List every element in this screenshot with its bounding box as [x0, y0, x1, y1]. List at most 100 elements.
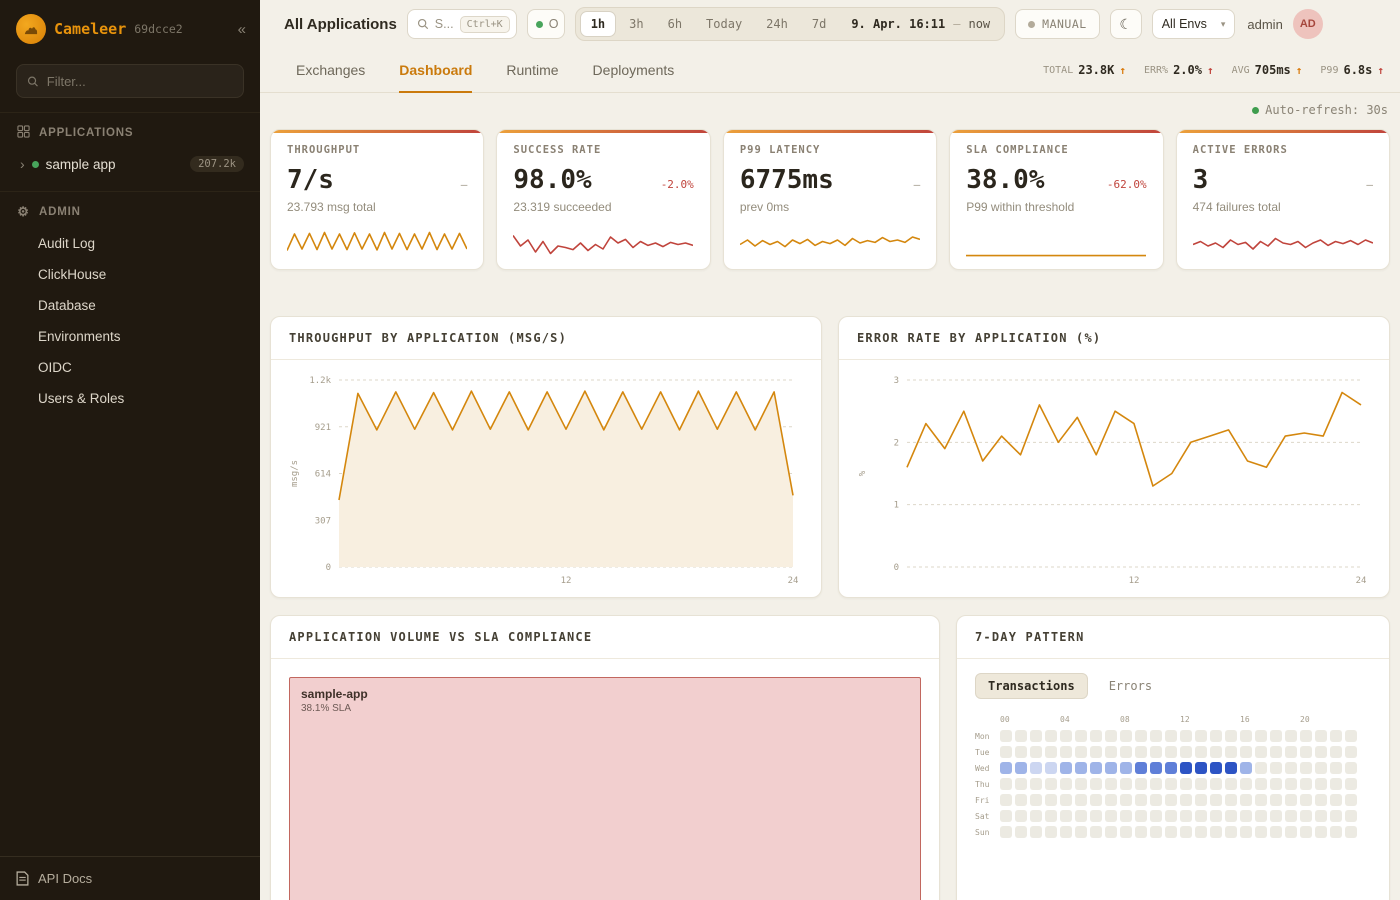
heatmap-cell[interactable]	[1270, 826, 1282, 838]
environment-select[interactable]: All Envs ▾	[1151, 9, 1236, 39]
heatmap-cell[interactable]	[1000, 810, 1012, 822]
heatmap-cell[interactable]	[1150, 730, 1162, 742]
heatmap-cell[interactable]	[1015, 730, 1027, 742]
heatmap-cell[interactable]	[1240, 778, 1252, 790]
heatmap-cell[interactable]	[1135, 826, 1147, 838]
heatmap-cell[interactable]	[1345, 778, 1357, 790]
heatmap-cell[interactable]	[1120, 730, 1132, 742]
heatmap-cell[interactable]	[1120, 810, 1132, 822]
heatmap-cell[interactable]	[1075, 794, 1087, 806]
heatmap-cell[interactable]	[1315, 794, 1327, 806]
avatar[interactable]: AD	[1292, 9, 1323, 39]
heatmap-cell[interactable]	[1315, 730, 1327, 742]
heatmap-cell[interactable]	[1165, 810, 1177, 822]
heatmap-cell[interactable]	[1345, 746, 1357, 758]
heatmap-cell[interactable]	[1045, 762, 1057, 774]
heatmap-cell[interactable]	[1255, 826, 1267, 838]
tab-exchanges[interactable]: Exchanges	[296, 61, 366, 78]
heatmap-cell[interactable]	[1135, 762, 1147, 774]
heatmap-cell[interactable]	[1090, 730, 1102, 742]
sidebar-item-audit-log[interactable]: Audit Log	[38, 236, 96, 251]
heatmap-cell[interactable]	[1000, 730, 1012, 742]
heatmap-cell[interactable]	[1030, 778, 1042, 790]
heatmap-cell[interactable]	[1195, 762, 1207, 774]
heatmap-cell[interactable]	[1060, 778, 1072, 790]
treemap-cell-sample-app[interactable]: sample-app 38.1% SLA	[289, 677, 921, 900]
heatmap-cell[interactable]	[1060, 746, 1072, 758]
heatmap-cell[interactable]	[1105, 794, 1117, 806]
heatmap-cell[interactable]	[1060, 762, 1072, 774]
heatmap-cell[interactable]	[1300, 778, 1312, 790]
heatmap-cell[interactable]	[1165, 730, 1177, 742]
heatmap-cell[interactable]	[1315, 778, 1327, 790]
heatmap-cell[interactable]	[1210, 794, 1222, 806]
sidebar-item-users-roles[interactable]: Users & Roles	[38, 391, 125, 406]
heatmap-cell[interactable]	[1090, 762, 1102, 774]
status-pill[interactable]: O	[526, 9, 565, 39]
heatmap-cell[interactable]	[1120, 826, 1132, 838]
heatmap-cell[interactable]	[1345, 826, 1357, 838]
heatmap-cell[interactable]	[1195, 778, 1207, 790]
heatmap-cell[interactable]	[1315, 746, 1327, 758]
heatmap-cell[interactable]	[1030, 746, 1042, 758]
heatmap-cell[interactable]	[1180, 730, 1192, 742]
heatmap-cell[interactable]	[1135, 746, 1147, 758]
heatmap-cell[interactable]	[1255, 730, 1267, 742]
heatmap-cell[interactable]	[1300, 730, 1312, 742]
heatmap-cell[interactable]	[1015, 746, 1027, 758]
heatmap-cell[interactable]	[1000, 746, 1012, 758]
heatmap-cell[interactable]	[1195, 794, 1207, 806]
heatmap-cell[interactable]	[1105, 730, 1117, 742]
heatmap-cell[interactable]	[1060, 826, 1072, 838]
heatmap-cell[interactable]	[1330, 730, 1342, 742]
heatmap-cell[interactable]	[1210, 810, 1222, 822]
heatmap-cell[interactable]	[1180, 762, 1192, 774]
heatmap-cell[interactable]	[1045, 810, 1057, 822]
heatmap-cell[interactable]	[1330, 826, 1342, 838]
heatmap-cell[interactable]	[1315, 826, 1327, 838]
heatmap-cell[interactable]	[1120, 762, 1132, 774]
range-button-6h[interactable]: 6h	[657, 11, 693, 37]
heatmap-cell[interactable]	[1210, 746, 1222, 758]
heatmap-cell[interactable]	[1120, 778, 1132, 790]
heatmap-cell[interactable]	[1195, 826, 1207, 838]
heatmap-cell[interactable]	[1210, 730, 1222, 742]
heatmap-cell[interactable]	[1300, 810, 1312, 822]
heatmap-cell[interactable]	[1135, 794, 1147, 806]
heatmap-cell[interactable]	[1150, 794, 1162, 806]
heatmap-cell[interactable]	[1150, 746, 1162, 758]
heatmap-cell[interactable]	[1270, 778, 1282, 790]
heatmap-cell[interactable]	[1330, 746, 1342, 758]
heatmap-cell[interactable]	[1030, 762, 1042, 774]
heatmap-cell[interactable]	[1210, 778, 1222, 790]
heatmap-cell[interactable]	[1195, 746, 1207, 758]
heatmap-cell[interactable]	[1105, 810, 1117, 822]
heatmap-cell[interactable]	[1000, 778, 1012, 790]
heatmap-cell[interactable]	[1090, 778, 1102, 790]
sidebar-item-sample-app[interactable]: › sample app 207.2k	[0, 149, 260, 179]
heatmap-cell[interactable]	[1180, 794, 1192, 806]
heatmap-cell[interactable]	[1165, 762, 1177, 774]
tab-dashboard[interactable]: Dashboard	[399, 48, 473, 93]
heatmap-cell[interactable]	[1165, 778, 1177, 790]
heatmap-cell[interactable]	[1285, 778, 1297, 790]
heatmap-cell[interactable]	[1090, 794, 1102, 806]
heatmap-cell[interactable]	[1075, 810, 1087, 822]
heatmap-cell[interactable]	[1240, 810, 1252, 822]
heatmap-cell[interactable]	[1165, 826, 1177, 838]
heatmap-cell[interactable]	[1135, 778, 1147, 790]
heatmap-cell[interactable]	[1225, 794, 1237, 806]
heatmap-cell[interactable]	[1180, 826, 1192, 838]
range-button-3h[interactable]: 3h	[618, 11, 654, 37]
heatmap-cell[interactable]	[1285, 762, 1297, 774]
heatmap-cell[interactable]	[1075, 778, 1087, 790]
heatmap-cell[interactable]	[1075, 762, 1087, 774]
heatmap-cell[interactable]	[1075, 730, 1087, 742]
heatmap-cell[interactable]	[1135, 810, 1147, 822]
heatmap-cell[interactable]	[1315, 762, 1327, 774]
heatmap-cell[interactable]	[1225, 746, 1237, 758]
heatmap-cell[interactable]	[1090, 810, 1102, 822]
heatmap-cell[interactable]	[1105, 826, 1117, 838]
heatmap-cell[interactable]	[1150, 810, 1162, 822]
heatmap-cell[interactable]	[1270, 746, 1282, 758]
